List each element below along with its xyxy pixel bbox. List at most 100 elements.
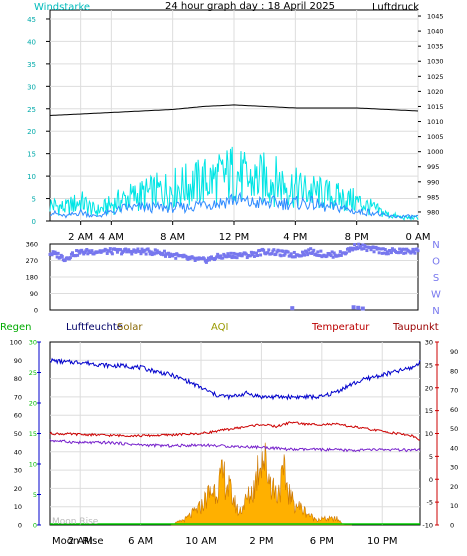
direction-point (233, 255, 237, 259)
direction-point (351, 248, 355, 252)
direction-point (359, 244, 363, 248)
legend-label: AQI (211, 322, 229, 333)
direction-point (319, 249, 323, 253)
direction-point (89, 250, 93, 254)
direction-point (202, 257, 206, 261)
direction-point (250, 253, 254, 257)
wind-tick-label: 20 (27, 128, 36, 136)
rain-tick-label: 80 (14, 375, 22, 383)
direction-point (360, 306, 365, 311)
direction-point (337, 253, 341, 257)
pressure-tick-label: 1015 (427, 103, 444, 111)
wind-left-axis: 0 5 10 15 20 25 30 35 40 45 (27, 16, 50, 226)
chart-title: 24 hour graph day : 18 April 2025 (165, 1, 335, 12)
direction-point (277, 249, 281, 253)
direction-point (275, 250, 279, 254)
direction-point (411, 247, 415, 251)
direction-point (237, 253, 241, 257)
temperature-tick-label: -10 (422, 522, 433, 530)
temperature-tick-label: 30 (425, 339, 433, 347)
direction-point (153, 248, 157, 252)
direction-point (186, 257, 190, 261)
climate-x-tick-label: 10 PM (367, 536, 398, 547)
rain-tick-label: 50 (14, 430, 22, 438)
direction-point (69, 252, 73, 256)
direction-point (235, 256, 239, 260)
direction-point (402, 251, 406, 255)
direction-point (154, 251, 158, 255)
direction-point (292, 250, 296, 254)
direction-point (215, 255, 219, 259)
direction-point (105, 251, 109, 255)
dewpoint-tick-label: 80 (450, 367, 458, 375)
pressure-tick-label: 1040 (427, 28, 444, 36)
direction-point (87, 249, 91, 253)
direction-point (330, 250, 334, 254)
direction-point (221, 256, 225, 260)
direction-point (316, 250, 320, 254)
direction-point (318, 254, 322, 258)
dewpoint-tick-label: 30 (450, 464, 458, 472)
compass-label: O (432, 257, 440, 268)
direction-point (231, 254, 235, 258)
direction-series (48, 242, 420, 311)
direction-point (229, 251, 233, 255)
direction-point (184, 254, 188, 258)
direction-point (369, 248, 373, 252)
wind-tick-label: 0 (32, 218, 36, 226)
direction-point (376, 246, 380, 250)
direction-point (232, 251, 236, 255)
direction-point (122, 249, 126, 253)
direction-point (147, 249, 151, 253)
pressure-tick-label: 1045 (427, 13, 444, 21)
direction-point (249, 250, 253, 254)
direction-point (193, 258, 197, 262)
direction-point (270, 252, 274, 256)
humidity-line (49, 357, 421, 401)
direction-point (136, 247, 140, 251)
temperature-tick-label: 15 (425, 407, 433, 415)
direction-point (288, 254, 292, 258)
direction-point (238, 252, 242, 256)
direction-point (70, 251, 74, 255)
direction-point (77, 249, 81, 253)
direction-point (346, 247, 350, 251)
direction-point (291, 255, 295, 259)
direction-tick-label: 90 (30, 290, 38, 298)
direction-point (303, 253, 307, 257)
direction-point (75, 249, 79, 253)
direction-point (357, 242, 361, 246)
rain-tick-label: 30 (14, 467, 22, 475)
moon-rise-marker: Moon Rise (52, 517, 99, 527)
direction-point (384, 252, 388, 256)
direction-point (413, 251, 417, 255)
direction-point (308, 251, 312, 255)
direction-point (219, 254, 223, 258)
direction-point (403, 247, 407, 251)
pressure-tick-label: 1005 (427, 133, 444, 141)
direction-point (374, 245, 378, 249)
pressure-tick-label: 990 (427, 178, 439, 186)
direction-point (167, 251, 171, 255)
direction-point (148, 252, 152, 256)
direction-point (266, 251, 270, 255)
direction-point (364, 245, 368, 249)
wind-series (49, 104, 419, 222)
humidity-tick-label: 10 (29, 461, 37, 469)
direction-point (372, 250, 376, 254)
direction-point (356, 247, 360, 251)
direction-point (114, 248, 118, 252)
humidity-tick-label: 15 (29, 430, 37, 438)
direction-point (248, 254, 252, 258)
dewpoint-tick-label: 0 (450, 522, 454, 530)
pressure-axis-title: Luftdruck (372, 2, 419, 13)
wind-gust-line (49, 146, 419, 222)
wind-x-tick-label: 4 PM (283, 232, 307, 243)
compass-label: N (432, 306, 439, 317)
wind-average-line (49, 191, 419, 220)
